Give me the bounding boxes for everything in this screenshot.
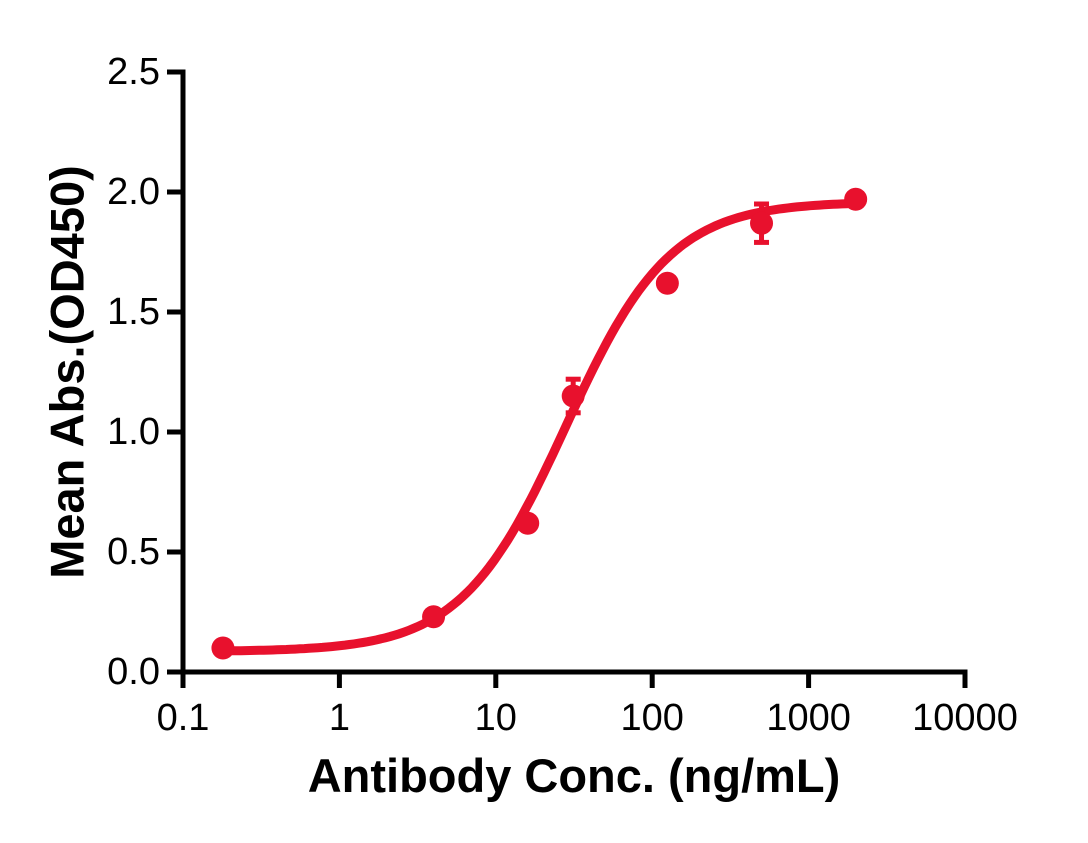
data-point-marker	[561, 384, 585, 408]
y-tick-label: 1.0	[107, 411, 160, 453]
x-tick-label: 1	[329, 697, 350, 739]
data-point-marker	[655, 271, 679, 295]
y-tick-label: 1.5	[107, 291, 160, 333]
data-point-marker	[750, 211, 774, 235]
data-point-marker	[422, 605, 446, 629]
y-tick-label: 2.5	[107, 51, 160, 93]
y-tick-label: 0.5	[107, 531, 160, 573]
data-point-marker	[844, 187, 868, 211]
error-bars-group	[565, 201, 770, 416]
x-tick-label: 0.1	[157, 697, 210, 739]
x-tick-label: 100	[620, 697, 683, 739]
x-tick-label: 1000	[766, 697, 851, 739]
x-tick-label: 10000	[912, 697, 1018, 739]
fit-curve	[218, 198, 861, 656]
y-tick-label: 0.0	[107, 651, 160, 693]
data-point-marker	[516, 511, 540, 535]
fit-curve-group	[218, 198, 861, 656]
y-tick-label: 2.0	[107, 171, 160, 213]
data-points-group	[211, 187, 868, 660]
y-axis-title: Mean Abs.(OD450)	[41, 165, 94, 579]
data-point-marker	[211, 636, 235, 660]
x-axis-title: Antibody Conc. (ng/mL)	[308, 749, 841, 802]
x-tick-label: 10	[475, 697, 517, 739]
axes: 0.0 0.5 1.0 1.5 2.0 2.5 0.1 1 10 100 1000 10000	[107, 51, 1018, 739]
